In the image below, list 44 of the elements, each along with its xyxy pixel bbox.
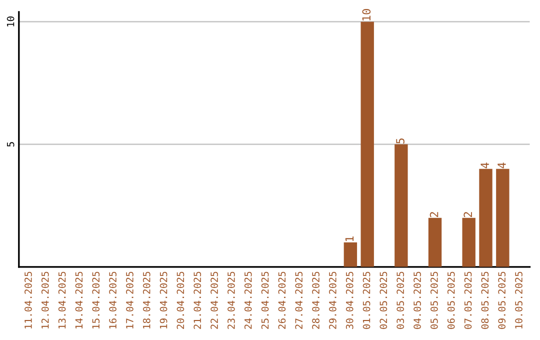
- data-label: 4: [498, 162, 506, 168]
- bar: [462, 218, 476, 267]
- x-tick-label: 25.04.2025: [261, 272, 269, 329]
- x-tick-label: 30.04.2025: [346, 272, 354, 329]
- data-label: 2: [430, 212, 438, 218]
- x-tick-label: 02.05.2025: [380, 272, 388, 329]
- data-label: 1: [345, 236, 354, 242]
- x-tick-label: 08.05.2025: [481, 272, 489, 329]
- x-tick-label: 04.05.2025: [414, 272, 421, 329]
- x-tick-label: 22.04.2025: [210, 272, 218, 329]
- x-tick-label: 17.04.2025: [126, 272, 134, 328]
- x-tick-label: 06.05.2025: [447, 272, 455, 329]
- data-label: 2: [464, 212, 472, 218]
- x-tick-label: 03.05.2025: [396, 272, 404, 329]
- x-tick-label: 23.04.2025: [228, 272, 235, 329]
- x-tick-label: 05.05.2025: [430, 272, 438, 329]
- x-tick-label: 26.04.2025: [278, 272, 286, 329]
- data-label: 4: [480, 162, 489, 168]
- x-tick-label: 13.04.2025: [58, 272, 66, 328]
- x-tick-label: 27.04.2025: [295, 272, 303, 329]
- x-tick-label: 20.04.2025: [176, 272, 184, 329]
- bar: [360, 22, 374, 267]
- bar: [428, 218, 442, 267]
- x-tick-label: 07.05.2025: [464, 272, 472, 329]
- x-tick-label: 28.04.2025: [312, 272, 320, 329]
- bar: [394, 144, 408, 267]
- x-tick-label: 29.04.2025: [329, 272, 336, 329]
- data-label: 10: [362, 9, 371, 20]
- x-tick-label: 24.04.2025: [244, 272, 252, 329]
- x-tick-label: 19.04.2025: [160, 272, 168, 328]
- x-tick-label: 12.04.2025: [41, 272, 49, 328]
- x-tick-label: 11.04.2025: [24, 272, 32, 328]
- data-label: 5: [396, 138, 404, 144]
- x-tick-label: 21.04.2025: [194, 272, 202, 329]
- x-tick-label: 10.05.2025: [515, 272, 522, 328]
- x-tick-label: 09.05.2025: [498, 272, 506, 329]
- x-tick-label: 15.04.2025: [92, 272, 100, 328]
- x-tick-label: 16.04.2025: [109, 272, 116, 328]
- bar: [479, 168, 492, 267]
- x-tick-label: 01.05.2025: [362, 272, 370, 329]
- x-tick-label: 14.04.2025: [75, 272, 83, 328]
- bar: [496, 168, 510, 267]
- x-tick-label: 18.04.2025: [142, 272, 150, 328]
- bar: [344, 242, 358, 267]
